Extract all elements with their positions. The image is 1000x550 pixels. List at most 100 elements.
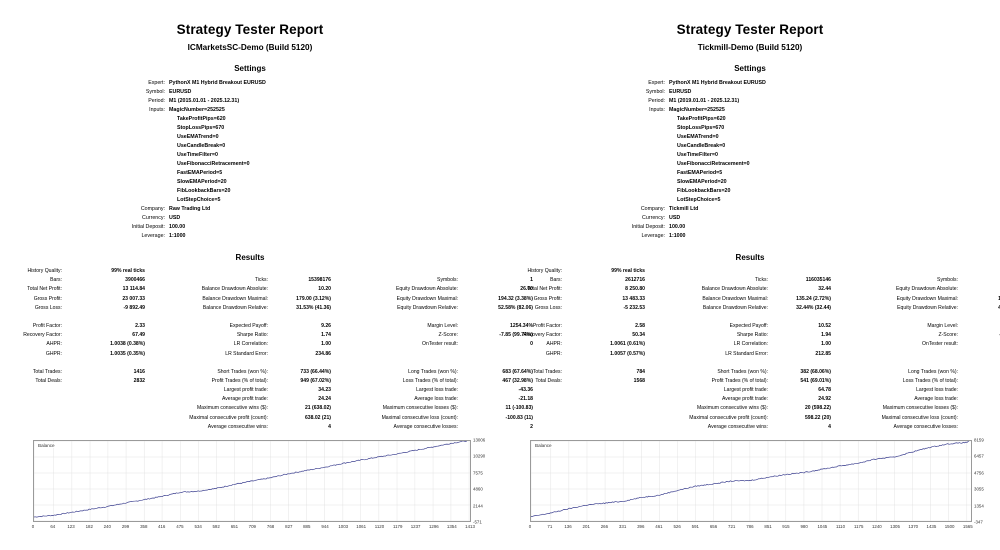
results-cell: Balance Drawdown Maximal: 135.24 (2.72%) — [663, 295, 835, 304]
results-metric-value — [67, 414, 163, 423]
results-metric-label: LR Standard Error: — [725, 350, 768, 357]
results-spacer — [0, 359, 500, 368]
results-metric-label: Equity Drawdown Relative: — [897, 304, 958, 311]
settings-row: Period: M1 (2015.01.01 - 2025.12.31) — [0, 97, 500, 106]
results-cell: Maximal consecutive loss (count): -93.92 … — [835, 414, 1000, 423]
results-cell: Maximum consecutive wins ($): 21 (638.02) — [163, 404, 335, 413]
settings-label: Inputs: — [649, 107, 665, 113]
settings-label: Period: — [148, 98, 165, 104]
results-cell — [500, 423, 663, 432]
results-metric-value: 0 — [530, 341, 533, 348]
page-title-left: Strategy Tester Report — [176, 22, 324, 37]
settings-row: UseTimeFilter=0 — [0, 151, 500, 160]
results-metric-label: Total Deals: — [35, 377, 62, 384]
results-metric-label — [663, 267, 773, 276]
results-cell — [163, 267, 335, 276]
chart-y-tick-label: 4860 — [473, 486, 483, 492]
results-metric-label: LR Correlation: — [733, 341, 768, 348]
results-metric-value: 382 (68.06%) — [800, 368, 831, 375]
chart-x-tick-label: 1240 — [871, 524, 882, 529]
chart-y-tick-label: 2144 — [473, 503, 483, 509]
report-panel-right: Strategy Tester Report Tickmill-Demo (Bu… — [500, 0, 1000, 550]
results-metric-value: 467 (32.98%) — [502, 377, 533, 384]
results-metric-value: 1.0057 (0.57%) — [610, 350, 645, 357]
results-metric-value: 784 — [636, 368, 646, 375]
results-metric-label: Average loss trade: — [414, 396, 458, 403]
chart-x-tick-label: 461 — [655, 524, 663, 529]
results-cell: LR Correlation: 1.00 — [663, 340, 835, 349]
results-cell: AHPR: 1.0038 (0.38%) — [0, 340, 163, 349]
results-metric-label — [500, 386, 567, 395]
settings-value: UseFibonacciRetracement=0 — [677, 161, 750, 167]
settings-label: Symbol: — [145, 89, 165, 95]
results-metric-label: Equity Drawdown Relative: — [397, 304, 458, 311]
results-row: AHPR: 1.0061 (0.61%) LR Correlation: 1.00 On… — [500, 340, 1000, 349]
results-metric-label: Recovery Factor: — [23, 332, 62, 339]
settings-row: Expert: PythonX M1 Hybrid Breakout EURUSD — [500, 79, 1000, 88]
results-metric-value — [67, 386, 163, 395]
results-row: Profit Factor: 2.58 Expected Payoff: 10.52 M… — [500, 322, 1000, 331]
chart-x-tick-label: 201 — [582, 524, 590, 529]
results-cell: Long Trades (won %): 683 (67.64%) — [335, 368, 537, 377]
chart-x-tick-label: 1500 — [944, 524, 955, 529]
results-cell: Balance Drawdown Absolute: 32.44 — [663, 285, 835, 294]
report-panel-left: Strategy Tester Report ICMarketsSC-Demo … — [0, 22, 533, 529]
results-cell: Average loss trade: -21.17 — [835, 395, 1000, 404]
results-table-left: History Quality: 99% real ticks Bars: 39004… — [0, 267, 533, 432]
results-metric-value: 4 — [828, 423, 831, 430]
chart-x-tick-label: 1061 — [356, 524, 367, 529]
results-cell: LR Standard Error: 212.85 — [663, 350, 835, 359]
results-metric-label: Long Trades (won %): — [908, 368, 958, 375]
results-metric-label: Z-Score: — [438, 332, 458, 339]
results-metric-value: 23 007.33 — [122, 295, 145, 302]
settings-row: Initial Deposit: 100.00 — [0, 223, 500, 232]
chart-y-tick-label: 7575 — [473, 470, 483, 476]
results-metric-value: 0 — [963, 340, 1000, 349]
chart-x-tick-label: 768 — [266, 524, 275, 529]
results-cell: Short Trades (won %): 733 (66.44%) — [163, 368, 335, 377]
settings-value: MagicNumber=252525 — [669, 107, 725, 113]
settings-value: FastEMAPeriod=5 — [177, 170, 223, 176]
results-cell: Profit Factor: 2.33 — [0, 322, 163, 331]
settings-row: Initial Deposit: 100.00 — [500, 223, 1000, 232]
results-metric-label: Expected Payoff: — [229, 322, 268, 329]
results-cell: GHPR: 1.0057 (0.57%) — [500, 350, 663, 359]
results-metric-label — [0, 395, 67, 404]
results-metric-label: Largest loss trade: — [916, 387, 958, 394]
results-metric-label — [335, 350, 463, 359]
chart-y-tick-label: 1354 — [974, 503, 984, 509]
chart-x-tick-label: 396 — [637, 524, 645, 529]
results-metric-label — [500, 414, 567, 423]
results-metric-value: 3900466 — [125, 277, 145, 284]
settings-label — [0, 115, 169, 124]
results-metric-label: Maximal consecutive profit (count): — [189, 414, 268, 421]
results-metric-value — [67, 404, 163, 413]
chart-y-tick-label: 13006 — [473, 437, 486, 443]
results-metric-label: Average consecutive wins: — [207, 423, 268, 430]
settings-row: Symbol: EURUSD — [500, 88, 1000, 97]
settings-label — [0, 187, 169, 196]
results-cell: Largest profit trade: 34.23 — [163, 386, 335, 395]
results-metric-value: 2612716 — [625, 277, 645, 284]
results-metric-label — [835, 267, 963, 276]
settings-value: PythonX M1 Hybrid Breakout EURUSD — [169, 80, 266, 86]
results-cell: Largest loss trade: -41.30 — [835, 386, 1000, 395]
results-metric-value: 1.0038 (0.38%) — [110, 341, 145, 348]
results-cell: Average consecutive losses: 2 — [335, 423, 537, 432]
results-cell: Maximal consecutive profit (count): 638.0… — [163, 414, 335, 423]
settings-value: LotStepChoice=5 — [677, 197, 721, 203]
results-metric-label: AHPR: — [546, 341, 562, 348]
settings-label: Company: — [140, 206, 165, 212]
results-metric-label: Balance Drawdown Maximal: — [702, 295, 768, 302]
results-metric-value: 15398176 — [308, 277, 331, 284]
results-metric-value: 10.52 — [818, 322, 831, 329]
settings-value: M1 (2015.01.01 - 2025.12.31) — [169, 98, 240, 104]
results-metric-label: Bars: — [50, 277, 62, 284]
results-metric-value: 8 250.80 — [625, 286, 645, 293]
results-cell: Largest loss trade: -43.36 — [335, 386, 537, 395]
results-metric-label — [835, 350, 963, 359]
results-metric-label: Gross Loss: — [34, 304, 62, 311]
results-row: Gross Loss: -9 892.49 Balance Drawdown Rel… — [0, 304, 533, 313]
results-metric-label — [500, 395, 567, 404]
